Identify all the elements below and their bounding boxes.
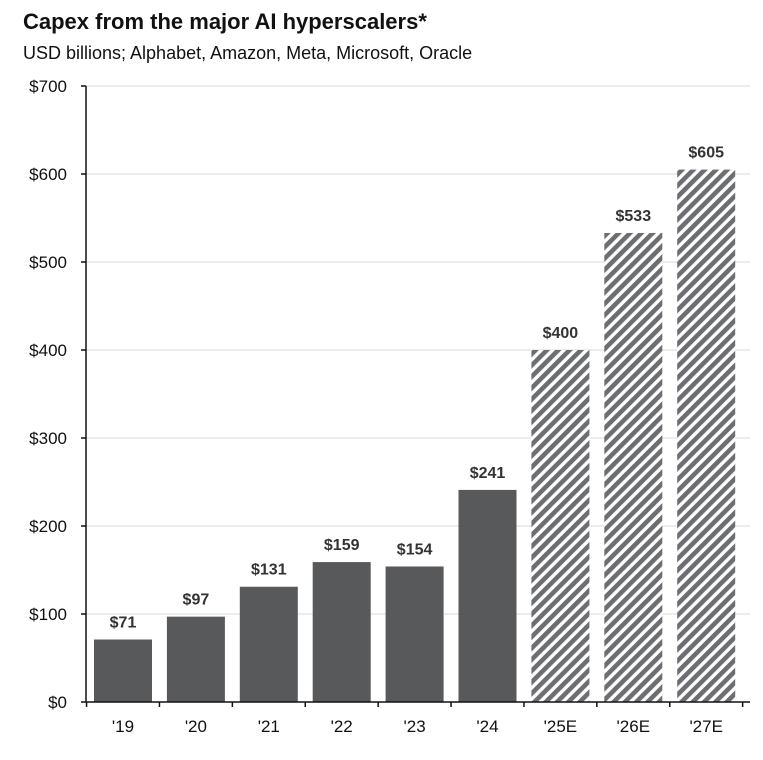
- labels: $0 $100 $200 $300 $400 $500 $600 $700 $71 '19 $97 '…: [29, 77, 724, 736]
- y-tick-label: $400: [29, 341, 67, 360]
- data-label: $400: [543, 325, 579, 342]
- bar-estimate: [604, 232, 663, 702]
- data-label: $154: [397, 541, 433, 558]
- y-tick-label: $600: [29, 165, 67, 184]
- bar-estimate: [677, 169, 736, 703]
- data-label: $533: [616, 208, 652, 225]
- data-label: $71: [110, 615, 137, 632]
- bars: [94, 169, 736, 703]
- x-tick-label: '26E: [617, 717, 651, 736]
- x-tick-label: '20: [185, 717, 207, 736]
- y-tick-label: $500: [29, 253, 67, 272]
- y-tick-label: $200: [29, 517, 67, 536]
- x-tick-label: '23: [404, 717, 426, 736]
- x-tick-label: '19: [112, 717, 134, 736]
- data-label: $131: [251, 562, 287, 579]
- bar-estimate: [531, 350, 590, 702]
- y-tick-label: $0: [48, 693, 67, 712]
- data-label: $159: [324, 537, 360, 554]
- y-tick-label: $300: [29, 429, 67, 448]
- chart-title: Capex from the major AI hyperscalers*: [23, 9, 427, 34]
- chart-subtitle: USD billions; Alphabet, Amazon, Meta, Mi…: [23, 43, 473, 63]
- x-tick-label: '21: [258, 717, 280, 736]
- x-tick-label: '25E: [544, 717, 578, 736]
- axes: [81, 85, 750, 707]
- y-tick-label: $100: [29, 605, 67, 624]
- bar: [458, 489, 517, 702]
- bar: [239, 586, 298, 702]
- bar: [385, 566, 444, 702]
- x-tick-label: '24: [476, 717, 498, 736]
- bar: [312, 562, 371, 702]
- y-tick-label: $700: [29, 77, 67, 96]
- data-label: $241: [470, 465, 506, 482]
- x-tick-label: '22: [331, 717, 353, 736]
- data-label: $97: [183, 592, 210, 609]
- data-label: $605: [688, 145, 724, 162]
- bar: [94, 639, 152, 702]
- x-tick-label: '27E: [689, 717, 723, 736]
- bar: [166, 616, 225, 702]
